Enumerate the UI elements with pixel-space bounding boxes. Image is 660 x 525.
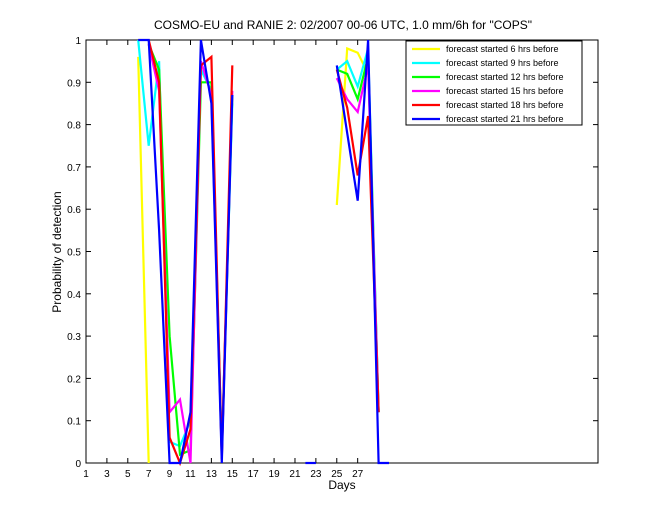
x-axis-label: Days xyxy=(328,478,355,492)
series-line xyxy=(335,39,389,465)
y-tick-label: 0.5 xyxy=(67,248,81,259)
series-6 xyxy=(138,38,389,465)
x-tick-label: 7 xyxy=(146,469,152,480)
x-tick-label: 9 xyxy=(167,469,173,480)
y-tick-label: 1 xyxy=(75,36,81,47)
series-line xyxy=(335,46,370,206)
series-layer xyxy=(137,38,389,467)
x-tick-label: 25 xyxy=(331,469,343,480)
x-tick-label: 27 xyxy=(352,469,364,480)
x-tick-label: 17 xyxy=(248,469,260,480)
y-tick-label: 0.8 xyxy=(67,121,81,132)
y-tick-label: 0.6 xyxy=(67,205,81,216)
y-axis: 0 0.1 0.2 0.3 0.4 0.5 0.6 0.7 0.8 0.9 1 xyxy=(67,36,598,470)
y-tick-label: 0 xyxy=(75,459,81,470)
x-tick-label: 13 xyxy=(206,469,218,480)
legend-label: forecast started 21 hrs before xyxy=(446,114,564,124)
y-axis-label: Probability of detection xyxy=(50,191,64,312)
x-tick-label: 15 xyxy=(227,469,239,480)
x-tick-label: 1 xyxy=(83,469,89,480)
series-line xyxy=(137,56,150,464)
series-1 xyxy=(137,46,370,464)
legend-label: forecast started 9 hrs before xyxy=(446,58,559,68)
x-tick-label: 5 xyxy=(125,469,131,480)
y-tick-label: 0.3 xyxy=(67,332,81,343)
chart-title: COSMO-EU and RANIE 2: 02/2007 00-06 UTC,… xyxy=(154,18,532,32)
y-tick-label: 0.7 xyxy=(67,163,81,174)
y-tick-label: 0.2 xyxy=(67,374,81,385)
x-tick-label: 11 xyxy=(185,469,196,480)
x-tick-label: 19 xyxy=(269,469,281,480)
legend-label: forecast started 6 hrs before xyxy=(446,44,559,54)
y-tick-label: 0.1 xyxy=(67,417,81,428)
legend-label: forecast started 15 hrs before xyxy=(446,86,564,96)
x-tick-label: 23 xyxy=(310,469,322,480)
legend-box xyxy=(405,40,583,126)
legend-label: forecast started 18 hrs before xyxy=(446,100,564,110)
y-tick-label: 0.9 xyxy=(67,78,81,89)
x-tick-label: 21 xyxy=(289,469,301,480)
y-tick-label: 0.4 xyxy=(67,290,81,301)
legend-label: forecast started 12 hrs before xyxy=(446,72,564,82)
series-line xyxy=(138,38,234,465)
x-tick-label: 3 xyxy=(104,469,110,480)
legend: forecast started 6 hrs before forecast st… xyxy=(405,40,583,126)
